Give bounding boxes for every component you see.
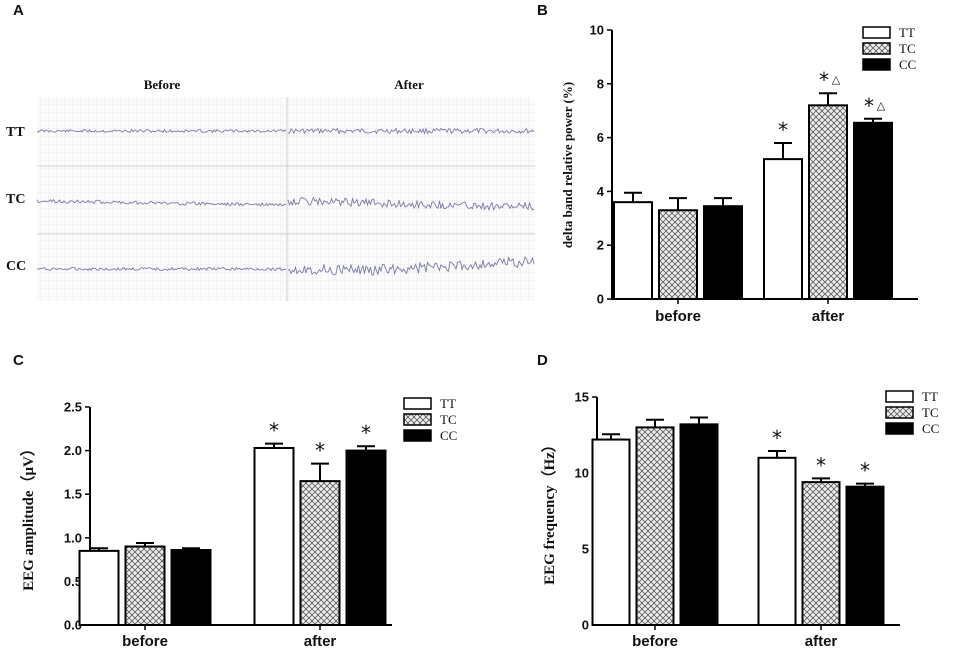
y-tick-label-b: 2 (597, 238, 604, 253)
legend-label-c-tt: TT (440, 396, 456, 411)
bar-d-cc-after (845, 485, 885, 626)
eeg-row-label-cc: CC (6, 259, 26, 274)
bar-d-tt-after (757, 456, 797, 626)
panel-letter-a: A (13, 2, 24, 19)
bar-b-tt-before (613, 201, 653, 300)
y-tick-label-c: 2.5 (64, 400, 82, 415)
significance-star-d: * (816, 453, 826, 477)
legend-label-d-tc: TC (922, 405, 939, 420)
eeg-trace-cc-before (36, 266, 287, 272)
legend-swatch-c-cc (403, 429, 432, 442)
legend-label-b-tt: TT (899, 25, 915, 40)
eeg-trace-tt-after (287, 127, 535, 135)
eeg-trace-tt-before (36, 128, 287, 134)
y-tick-label-d: 10 (575, 466, 589, 481)
chart-b: 0 2 4 6 8 10 delta band relative power (%) befo… (560, 23, 918, 325)
eeg-trace-cc-after (287, 256, 535, 276)
y-tick-label-b: 4 (597, 184, 605, 199)
x-tick-label-c-before: before (122, 633, 168, 650)
eeg-panel: Before After TT TC CC (6, 77, 535, 301)
legend-swatch-d-tt (885, 390, 914, 403)
y-tick-label-c: 2.0 (64, 443, 82, 458)
y-tick-label-b: 10 (590, 23, 604, 38)
x-tick-label-b-after: after (812, 308, 845, 325)
bar-d-tc-after (801, 481, 841, 626)
bar-b-cc-before (703, 205, 743, 301)
bar-c-tt-after (253, 446, 295, 627)
bar-b-tc-after (808, 104, 848, 300)
legend-swatch-d-cc (885, 422, 914, 435)
y-axis-label-c: EEG amplitude（μV） (19, 441, 37, 591)
significance-star-d: * (860, 459, 870, 483)
y-tick-label-b: 0 (597, 292, 604, 307)
bar-b-tt-after (763, 158, 803, 300)
eeg-before-title: Before (144, 77, 181, 92)
x-tick-label-b-before: before (655, 308, 701, 325)
significance-star-d: * (772, 426, 782, 450)
eeg-trace-tc-before (36, 198, 287, 207)
legend-label-c-tc: TC (440, 412, 457, 427)
y-axis-label-b: delta band relative power (%) (560, 82, 575, 248)
legend-swatch-b-cc (862, 58, 891, 71)
bar-c-tc-after (299, 480, 341, 626)
y-tick-label-d: 5 (582, 542, 589, 557)
eeg-after-title: After (394, 77, 424, 92)
legend-label-b-tc: TC (899, 41, 916, 56)
legend-label-d-cc: CC (922, 421, 939, 436)
bar-c-tc-before (124, 545, 166, 627)
y-tick-label-b: 6 (597, 130, 604, 145)
bar-c-cc-after (345, 449, 387, 626)
significance-star-b: * (778, 118, 788, 142)
bar-d-cc-before (679, 423, 719, 626)
y-tick-label-c: 1.5 (64, 487, 82, 502)
panel-letter-c: C (13, 352, 24, 369)
legend-swatch-d-tc (885, 406, 914, 419)
y-tick-label-c: 0.0 (64, 618, 82, 633)
bar-b-tc-before (658, 209, 698, 300)
significance-star-c: * (269, 419, 279, 443)
significance-star-b: * (864, 94, 874, 118)
x-tick-label-d-before: before (632, 633, 678, 650)
x-tick-label-c-after: after (304, 633, 337, 650)
y-tick-label-c: 0.5 (64, 574, 82, 589)
y-tick-label-d: 15 (575, 390, 589, 405)
significance-triangle-b: △ (877, 99, 886, 112)
legend-label-d-tt: TT (922, 389, 938, 404)
legend-label-c-cc: CC (440, 428, 457, 443)
y-tick-label-c: 1.0 (64, 530, 82, 545)
legend-swatch-b-tc (862, 42, 891, 55)
bar-d-tc-before (635, 426, 675, 626)
significance-star-b: * (819, 68, 829, 92)
eeg-trace-tc-after (287, 196, 535, 212)
chart-d: 0 5 10 15 EEG frequency（Hz） before after * * * TTT… (540, 389, 939, 650)
eeg-row-label-tc: TC (6, 192, 25, 207)
significance-star-c: * (315, 439, 325, 463)
legend-swatch-c-tc (403, 413, 432, 426)
y-tick-label-d: 0 (582, 618, 589, 633)
y-axis-label-d: EEG frequency（Hz） (540, 437, 558, 585)
bar-d-tt-before (591, 438, 631, 626)
y-tick-label-b: 8 (597, 76, 604, 91)
legend-swatch-b-tt (862, 26, 891, 39)
legend-label-b-cc: CC (899, 57, 916, 72)
significance-star-c: * (361, 421, 371, 445)
chart-c: 0.0 0.5 1.0 1.5 2.0 2.5 EEG amplitude（μV） befor… (19, 396, 457, 650)
legend-swatch-c-tt (403, 397, 432, 410)
x-tick-label-d-after: after (805, 633, 838, 650)
eeg-row-label-tt: TT (6, 125, 25, 140)
bar-c-cc-before (170, 549, 212, 626)
panel-letter-b: B (537, 2, 548, 19)
bar-b-cc-after (853, 121, 893, 301)
significance-triangle-b: △ (832, 73, 841, 86)
panel-letter-d: D (537, 352, 548, 369)
bar-c-tt-before (78, 549, 120, 627)
